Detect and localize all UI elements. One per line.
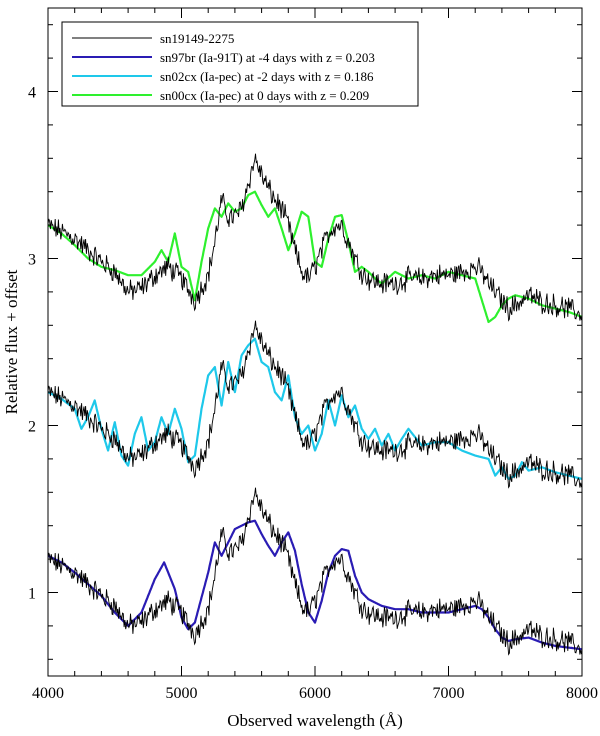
y-axis-title: Relative flux + offset (2, 269, 21, 414)
x-tick-label: 8000 (566, 685, 598, 702)
y-tick-label: 2 (28, 419, 36, 436)
series-line-sn97br (47, 519, 583, 651)
x-tick-label: 6000 (299, 685, 331, 702)
tick-layer: 4000 5000 6000 7000 8000 1 2 3 4 (28, 8, 598, 702)
legend-label: sn19149-2275 (160, 31, 234, 46)
x-axis-title: Observed wavelength (Å) (227, 711, 403, 730)
legend-label: sn97br (Ia-91T) at -4 days with z = 0.20… (160, 50, 375, 65)
series-line-sn19149-2275-offset-2 (47, 153, 582, 322)
series-layer (47, 153, 583, 656)
series-line-sn19149-2275-offset-1 (47, 320, 582, 489)
legend-box (61, 21, 419, 107)
y-tick-label: 3 (28, 252, 36, 269)
y-tick-label: 1 (28, 586, 36, 603)
legend: sn19149-2275 sn97br (Ia-91T) at -4 days w… (61, 21, 419, 107)
legend-label: sn00cx (Ia-pec) at 0 days with z = 0.209 (160, 88, 369, 103)
series-line-sn02cx (47, 337, 583, 480)
y-tick-label: 4 (28, 85, 36, 102)
legend-label: sn02cx (Ia-pec) at -2 days with z = 0.18… (160, 69, 374, 84)
x-tick-label: 7000 (433, 685, 465, 702)
x-tick-label: 4000 (32, 685, 64, 702)
x-tick-label: 5000 (166, 685, 198, 702)
series-line-sn19149-2275-offset-0 (47, 487, 582, 656)
